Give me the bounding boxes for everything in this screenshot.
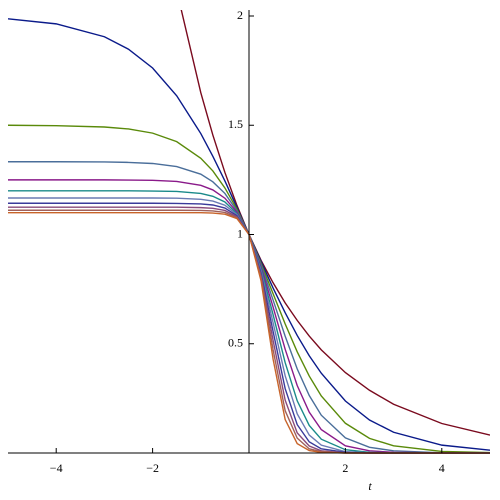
x-tick-label: −4 (50, 461, 63, 475)
y-tick-label: 1.5 (228, 117, 243, 131)
y-tick-label: 0.5 (228, 336, 243, 350)
x-axis-label: t (368, 479, 372, 493)
x-tick-label: 4 (439, 461, 445, 475)
y-tick-label: 2 (237, 8, 243, 22)
x-tick-label: 2 (342, 461, 348, 475)
x-tick-label: −2 (146, 461, 159, 475)
y-tick-label: 1 (237, 226, 243, 240)
